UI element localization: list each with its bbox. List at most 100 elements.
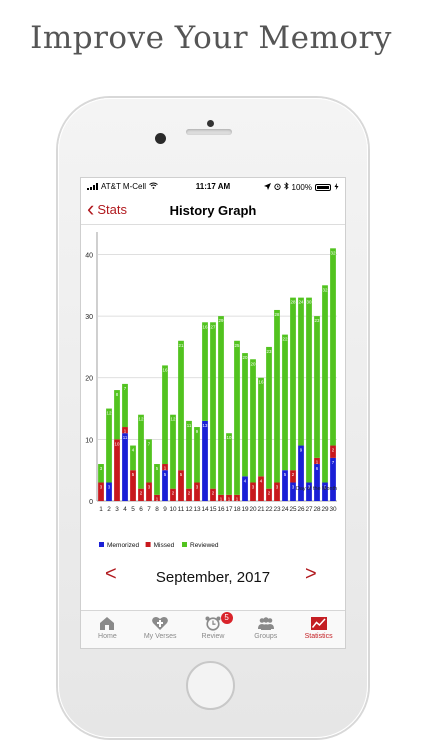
tab-review-label: Review — [201, 633, 225, 640]
bar-segment-missed — [122, 427, 128, 434]
back-button[interactable]: ‹ Stats — [87, 196, 127, 221]
bar-segment-memorized — [242, 476, 248, 501]
history-chart: 0102030403313122108311174545212637715851… — [85, 232, 337, 549]
bar-segment-reviewed — [330, 248, 336, 446]
bar-segment-missed — [314, 457, 320, 465]
data-label: 10 — [227, 435, 232, 440]
tab-my-verses-label: My Verses — [143, 633, 177, 640]
bar-segment-memorized — [290, 482, 296, 501]
data-label: 3 — [252, 485, 255, 490]
bar-segment-missed — [186, 488, 192, 501]
data-label: 3 — [292, 485, 295, 490]
bar-segment-missed — [226, 494, 232, 501]
data-label: 3 — [308, 485, 311, 490]
bar-segment-reviewed — [122, 383, 128, 428]
data-label: 23 — [267, 349, 272, 354]
data-label: 3 — [324, 485, 327, 490]
x-tick-label: 6 — [139, 506, 143, 513]
data-label: 16 — [259, 380, 264, 385]
x-tick-label: 1 — [99, 506, 103, 513]
bar-segment-reviewed — [250, 359, 256, 483]
data-label: 27 — [211, 324, 216, 329]
data-label: 3 — [276, 485, 279, 490]
data-label: 12 — [139, 417, 144, 422]
tab-bar: Home My Verses 5 Review Groups Statistic… — [81, 610, 345, 648]
previous-month-button[interactable]: < — [105, 563, 117, 585]
bar-segment-reviewed — [146, 439, 152, 483]
bar-segment-reviewed — [258, 377, 264, 477]
bar-segment-reviewed — [314, 316, 320, 458]
data-label: 2 — [140, 491, 143, 496]
home-button[interactable] — [186, 661, 235, 710]
alarm-icon — [273, 183, 281, 192]
tab-home[interactable]: Home — [81, 611, 134, 648]
tab-my-verses[interactable]: My Verses — [134, 611, 187, 648]
data-label: 28 — [291, 300, 296, 305]
app-screen: AT&T M-Cell 11:17 AM 100% ‹ S — [80, 177, 346, 649]
battery-percent: 100% — [291, 182, 312, 192]
legend-label: Reviewed — [190, 542, 219, 549]
y-tick-label: 10 — [85, 437, 93, 444]
data-label: 25 — [235, 343, 240, 348]
next-month-button[interactable]: > — [305, 563, 317, 585]
data-label: 9 — [196, 429, 199, 434]
data-label: 30 — [307, 300, 312, 305]
x-tick-label: 9 — [163, 506, 167, 513]
data-label: 3 — [100, 485, 103, 490]
data-label: 9 — [300, 448, 303, 453]
bar-segment-missed — [154, 494, 160, 501]
bar-segment-missed — [210, 488, 216, 501]
x-tick-label: 20 — [249, 506, 257, 513]
data-label: 7 — [124, 386, 127, 391]
status-time: 11:17 AM — [195, 182, 231, 191]
front-sensor — [207, 120, 214, 127]
wifi-icon — [149, 182, 158, 191]
legend-swatch — [145, 542, 151, 547]
data-label: 3 — [148, 485, 151, 490]
bar-segment-reviewed — [154, 464, 160, 495]
bar-segment-reviewed — [186, 420, 192, 489]
bar-segment-missed — [114, 439, 120, 501]
data-label: 23 — [315, 318, 320, 323]
headline: Improve Your Memory — [30, 20, 392, 56]
front-camera — [155, 133, 166, 144]
legend-swatch — [182, 542, 187, 547]
bar-segment-missed — [330, 445, 336, 458]
x-tick-label: 5 — [131, 506, 135, 513]
x-tick-label: 10 — [169, 506, 177, 513]
chevron-left-icon: ‹ — [87, 196, 95, 221]
chart-icon — [310, 617, 327, 630]
tab-review[interactable]: 5 Review — [187, 611, 240, 648]
month-navigator: < September, 2017 > — [81, 563, 345, 593]
legend-swatch — [99, 542, 104, 547]
page-title: History Graph — [169, 203, 257, 218]
x-tick-label: 17 — [225, 506, 233, 513]
bar-segment-reviewed — [210, 322, 216, 489]
x-tick-label: 16 — [217, 506, 225, 513]
data-label: 5 — [180, 472, 183, 477]
location-icon — [263, 182, 271, 192]
bar-segment-reviewed — [282, 334, 288, 471]
bar-segment-memorized — [298, 445, 304, 501]
data-label: 1 — [228, 497, 231, 502]
tab-groups[interactable]: Groups — [239, 611, 292, 648]
data-label: 16 — [203, 324, 208, 329]
data-label: 22 — [283, 337, 288, 342]
data-label: 3 — [196, 485, 199, 490]
bar-segment-missed — [290, 470, 296, 483]
data-label: 2 — [268, 491, 271, 496]
x-tick-label: 3 — [115, 506, 119, 513]
battery-icon — [315, 183, 331, 191]
tab-statistics-label: Statistics — [304, 633, 333, 640]
bar-segment-reviewed — [266, 346, 272, 489]
data-label: 3 — [108, 485, 111, 490]
tab-statistics[interactable]: Statistics — [292, 611, 345, 648]
bar-segment-reviewed — [234, 340, 240, 495]
bar-segment-reviewed — [242, 353, 248, 477]
back-label: Stats — [97, 201, 127, 217]
bar-segment-reviewed — [298, 297, 304, 446]
bar-segment-missed — [266, 488, 272, 501]
home-icon — [100, 617, 115, 630]
data-label: 32 — [323, 287, 328, 292]
data-label: 28 — [275, 312, 280, 317]
